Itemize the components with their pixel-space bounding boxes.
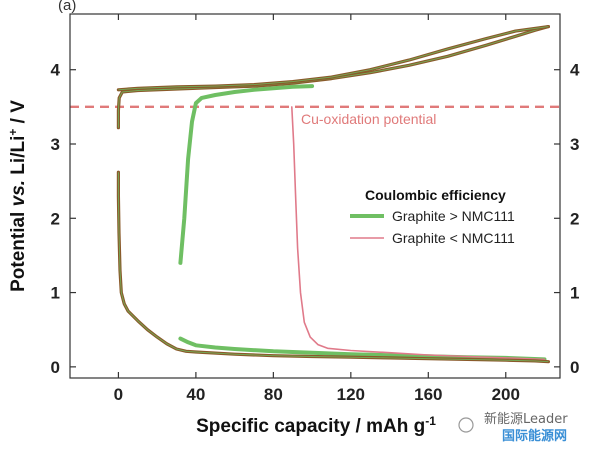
watermark-logo-icon (458, 417, 474, 433)
y-tick-label-right: 4 (570, 61, 580, 80)
y-tick-label: 1 (51, 284, 60, 303)
x-axis-title: Specific capacity / mAh g-1 (196, 414, 436, 437)
series-1-segment-0 (291, 106, 546, 361)
y-tick-label: 0 (51, 358, 60, 377)
watermark: 新能源Leader 国际能源网 (458, 411, 568, 444)
x-tick-label: 80 (264, 385, 283, 404)
plot-content (70, 25, 560, 364)
y-tick-label: 4 (51, 61, 61, 80)
y-axis-title: Potential vs. Li/Li+ / V (6, 100, 29, 292)
x-tick-label: 40 (186, 385, 205, 404)
legend-label-graphite-lt-nmc: Graphite < NMC111 (392, 230, 515, 246)
series-2-segment-2 (116, 25, 550, 92)
y-tick-label-right: 1 (570, 284, 579, 303)
x-tick-label: 160 (414, 385, 442, 404)
y-tick-label-right: 3 (570, 135, 579, 154)
y-tick-label-right: 0 (570, 358, 579, 377)
y-tick-label-right: 2 (570, 209, 579, 228)
panel-label: (a) (58, 0, 76, 14)
x-tick-label: 0 (114, 385, 123, 404)
watermark-line2: 国际能源网 (502, 428, 567, 444)
series-2-segment-2-overlay (118, 26, 549, 91)
watermark-line1: 新能源Leader (484, 411, 568, 427)
x-tick-label: 200 (492, 385, 520, 404)
legend-title: Coulombic efficiency (365, 187, 506, 203)
x-axis: 0 40 80 120 160 200 (114, 14, 520, 404)
series-2-segment-0-overlay (117, 172, 549, 363)
x-tick-label: 120 (337, 385, 365, 404)
series-0-segment-0 (178, 84, 315, 265)
y-tick-label: 2 (51, 209, 60, 228)
y-tick-label: 3 (51, 135, 60, 154)
cu-oxidation-label: Cu-oxidation potential (301, 111, 436, 127)
legend: Coulombic efficiency Graphite > NMC111 G… (350, 187, 515, 246)
plot-frame (69, 13, 561, 379)
y-axis: 0 0 1 1 2 2 3 3 4 4 (51, 61, 580, 377)
legend-label-graphite-gt-nmc: Graphite > NMC111 (392, 208, 515, 224)
